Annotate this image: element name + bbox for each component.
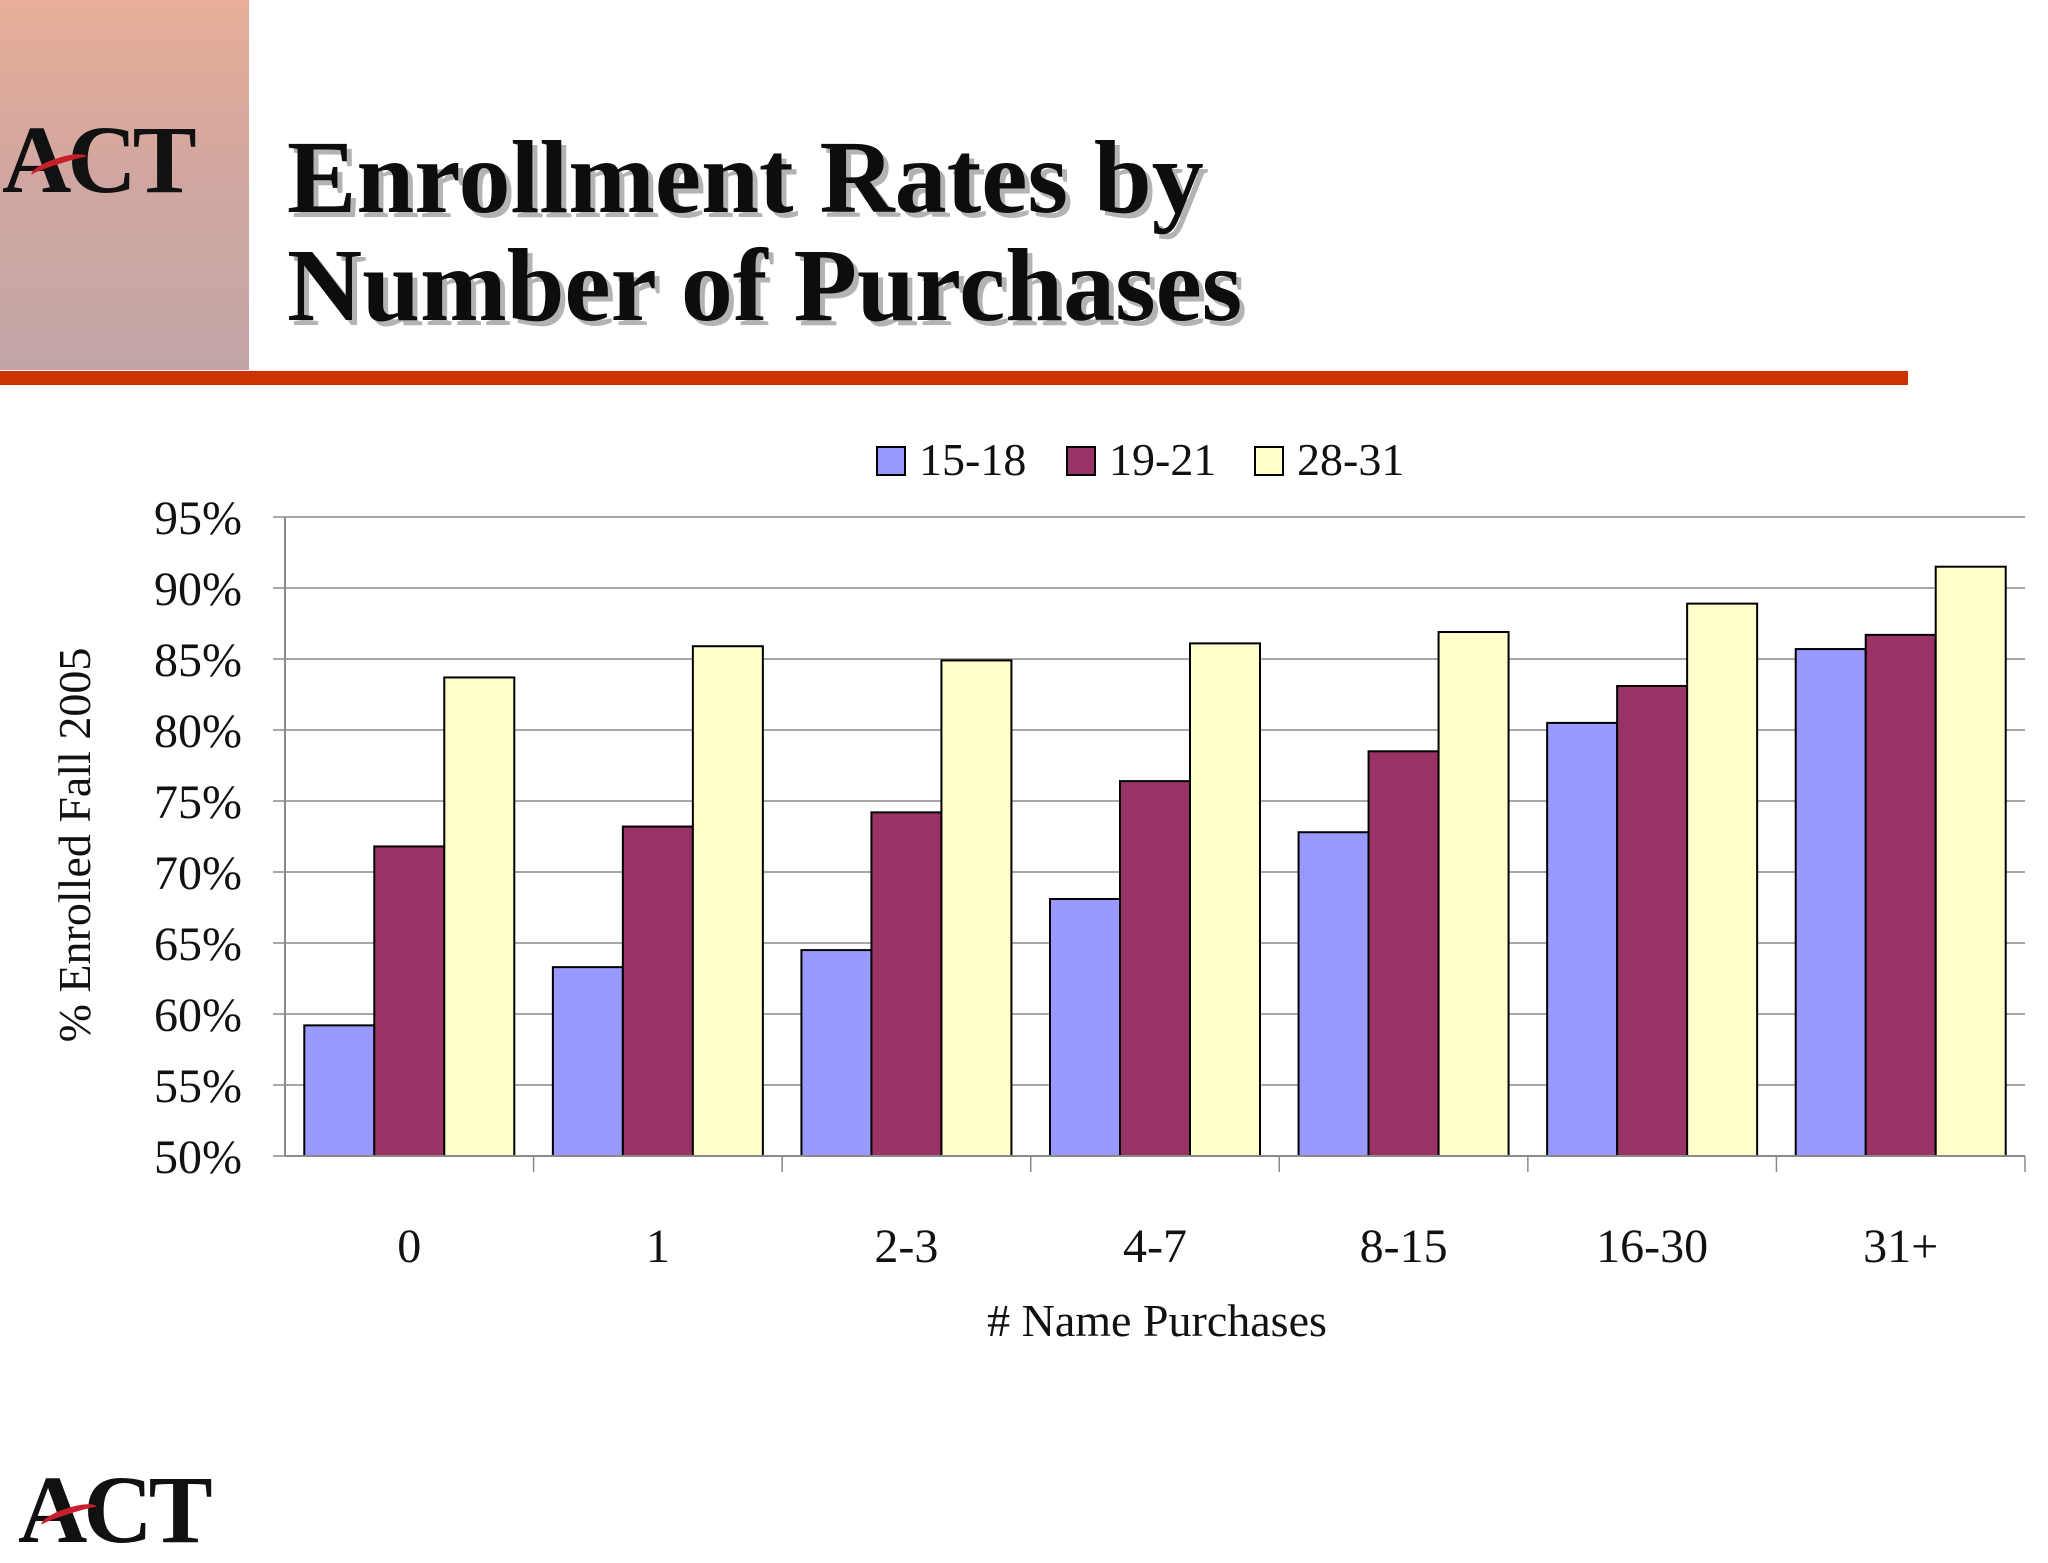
bar-28-31-31+ (1934, 565, 2007, 1157)
legend-swatch-15-18 (876, 446, 906, 476)
bar-28-31-16-30 (1686, 602, 1759, 1157)
x-tick-label: 16-30 (1596, 1220, 1708, 1273)
act-logo: ACT (2, 112, 197, 208)
x-tick-label: 31+ (1863, 1220, 1938, 1273)
legend-label-15-18: 15-18 (919, 434, 1026, 485)
bar-15-18-31+ (1794, 648, 1867, 1157)
y-tick-label: 70% (154, 847, 242, 900)
x-tick-label: 0 (397, 1220, 421, 1273)
bar-19-21-31+ (1864, 633, 1937, 1157)
bar-15-18-0 (303, 1024, 376, 1157)
y-tick-label: 90% (154, 563, 242, 616)
y-tick-label: 60% (154, 989, 242, 1042)
y-tick-label: 95% (154, 492, 242, 545)
bar-19-21-8-15 (1367, 750, 1440, 1157)
bar-15-18-8-15 (1297, 831, 1370, 1157)
slide-title: Enrollment Rates by Number of Purchases (287, 124, 1242, 340)
bar-15-18-1 (551, 966, 624, 1158)
act-logo-text: ACT (2, 106, 197, 213)
bar-28-31-0 (443, 676, 516, 1158)
corner-accent-block (0, 0, 249, 370)
bar-15-18-16-30 (1546, 721, 1619, 1158)
bar-28-31-1 (691, 645, 764, 1157)
bar-28-31-2-3 (940, 659, 1013, 1157)
slide-title-line-2: Number of Purchases (287, 228, 1243, 343)
y-tick-label: 80% (154, 705, 242, 758)
x-tick-label: 4-7 (1123, 1220, 1187, 1273)
y-tick-label: 75% (154, 776, 242, 829)
x-tick-label: 2-3 (874, 1220, 938, 1273)
legend-label-28-31: 28-31 (1297, 434, 1404, 485)
bar-28-31-8-15 (1437, 631, 1510, 1157)
bar-19-21-1 (621, 825, 694, 1157)
bar-15-18-4-7 (1049, 897, 1121, 1157)
bar-15-18-2-3 (800, 949, 873, 1157)
x-tick-label: 8-15 (1360, 1220, 1448, 1273)
slide-title-line-1: Enrollment Rates by (287, 120, 1204, 235)
x-axis-label: # Name Purchases (987, 1295, 1327, 1346)
title-divider-rule (0, 371, 1908, 385)
bar-19-21-16-30 (1616, 684, 1689, 1157)
bar-19-21-4-7 (1119, 780, 1191, 1157)
y-axis-label: % Enrolled Fall 2005 (49, 648, 100, 1043)
y-tick-label: 85% (154, 634, 242, 687)
act-logo-footer-text: ACT (18, 1456, 213, 1563)
legend-swatch-19-21 (1066, 446, 1096, 476)
legend-label-19-21: 19-21 (1109, 434, 1216, 485)
bar-19-21-2-3 (870, 811, 943, 1157)
y-tick-label: 65% (154, 918, 242, 971)
bar-28-31-4-7 (1189, 642, 1261, 1157)
legend: 15-18 19-21 28-31 (876, 434, 1404, 485)
y-tick-label: 50% (154, 1131, 242, 1184)
legend-swatch-28-31 (1254, 446, 1284, 476)
y-tick-label: 55% (154, 1060, 242, 1113)
axes (273, 516, 2026, 1172)
act-logo-footer: ACT (18, 1462, 213, 1558)
x-tick-labels: 0 1 2-3 4-7 8-15 16-30 31+ (397, 1220, 1938, 1273)
x-tick-label: 1 (646, 1220, 670, 1273)
bar-19-21-0 (373, 845, 446, 1157)
bars (303, 565, 2007, 1158)
y-tick-labels: 50% 55% 60% 65% 70% 75% 80% 85% 90% 95% (154, 492, 242, 1184)
